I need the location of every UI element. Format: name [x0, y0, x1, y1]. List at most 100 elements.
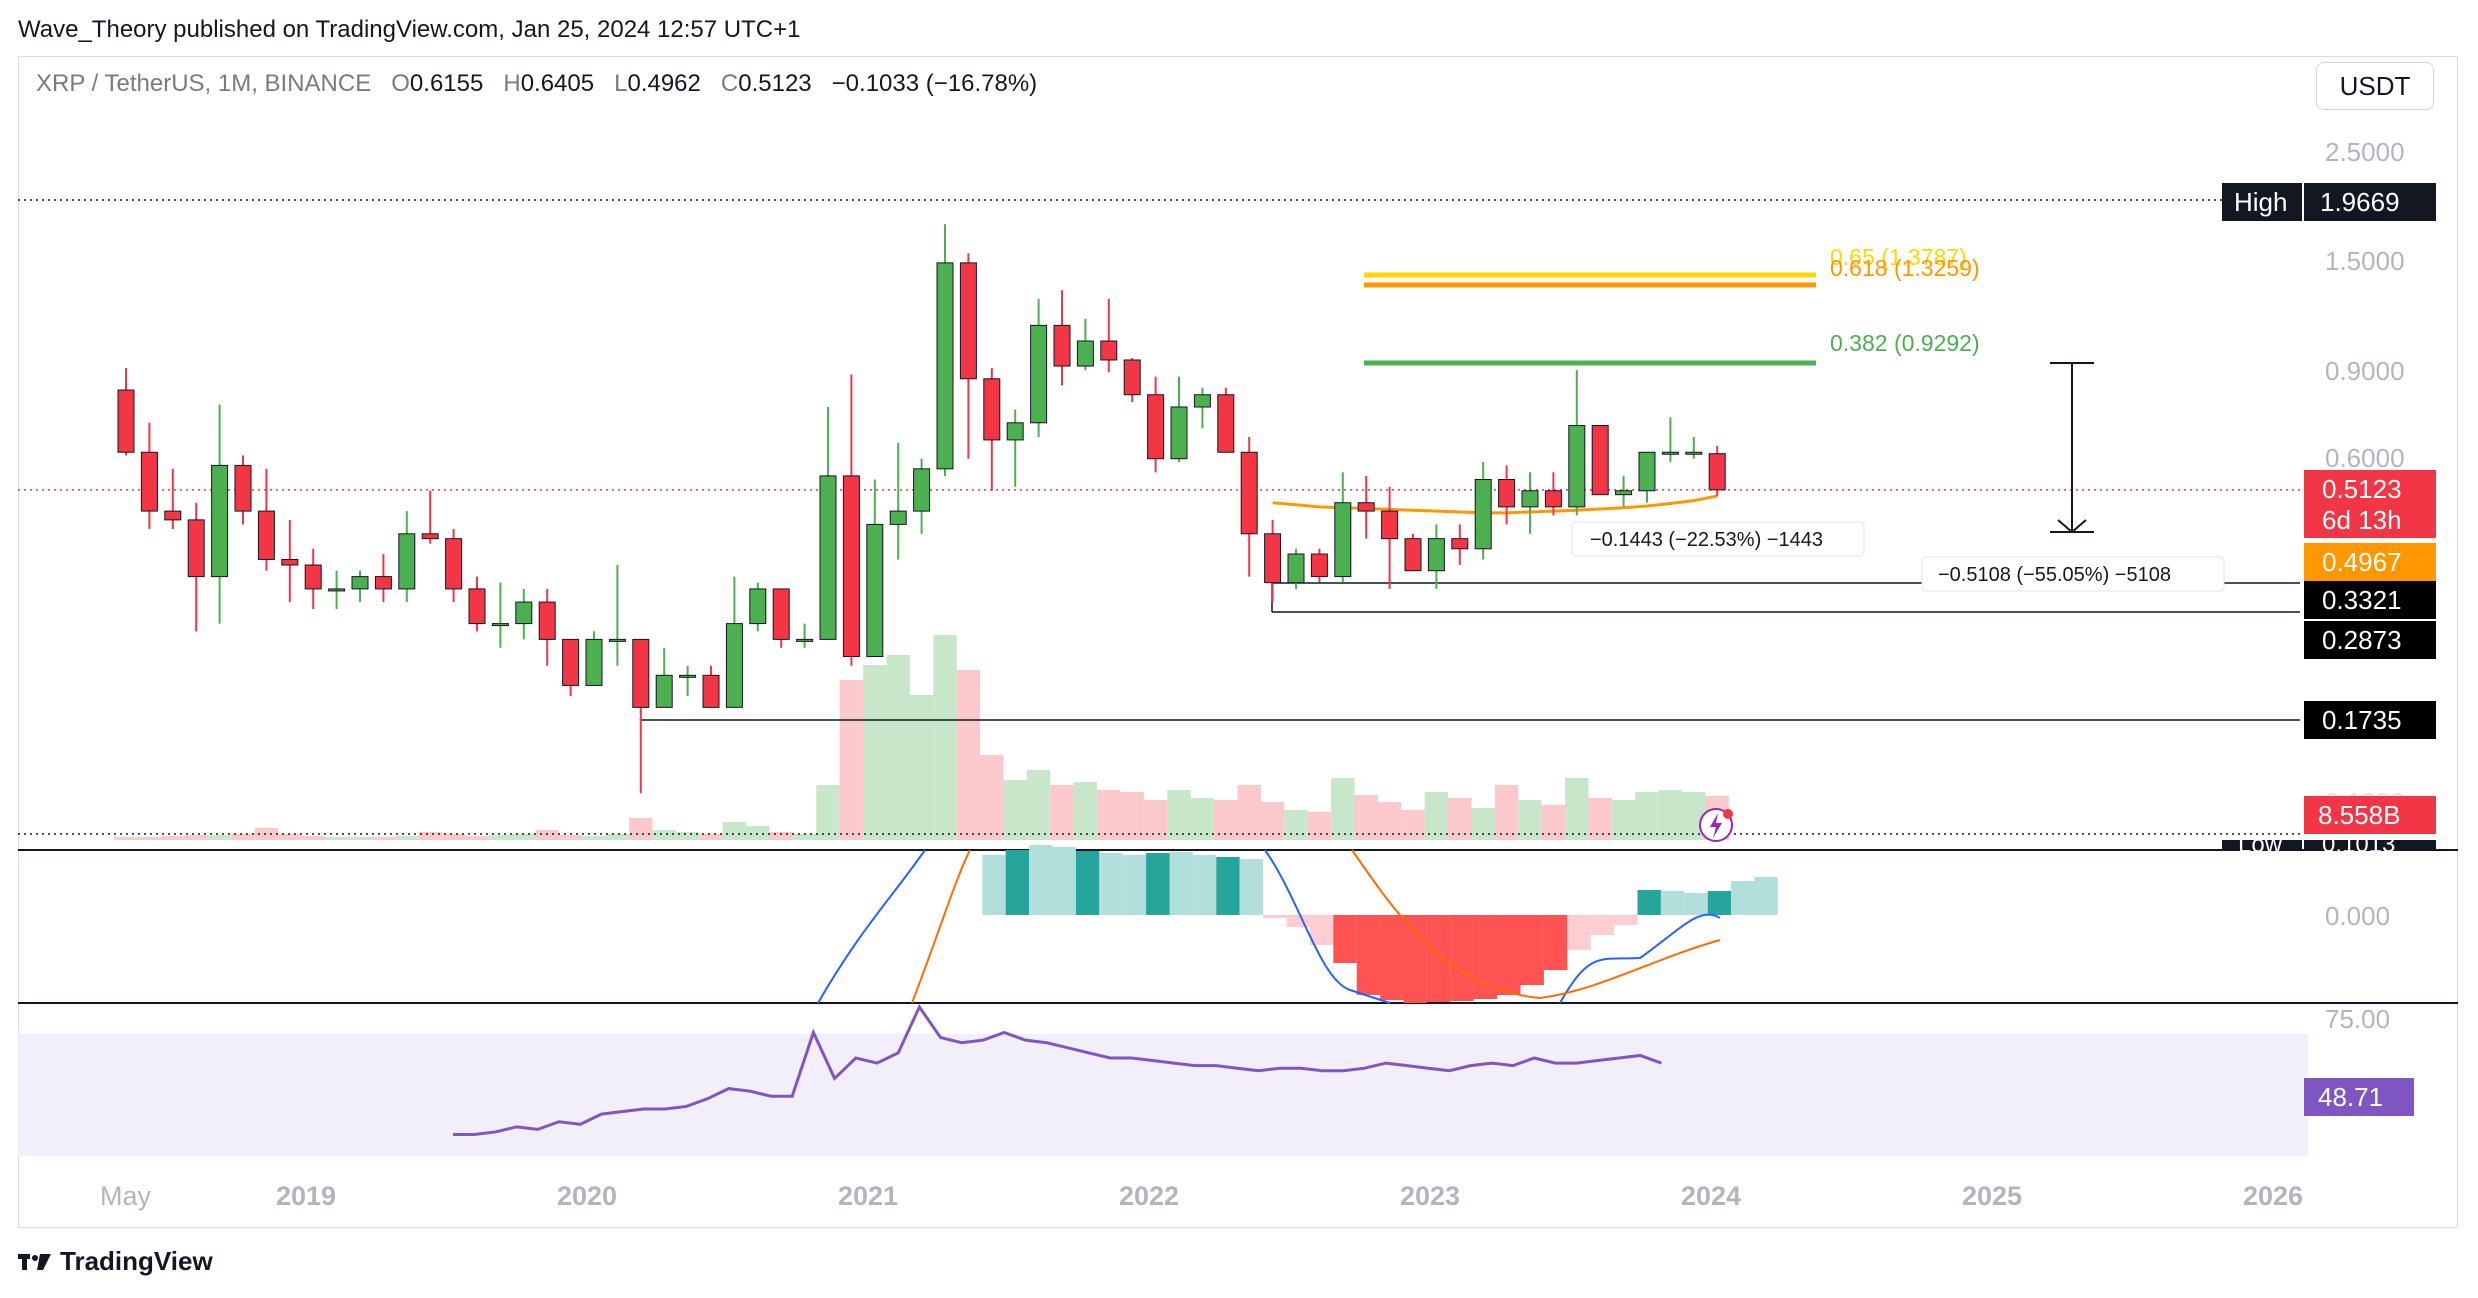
- macd-bar: [1707, 891, 1732, 915]
- price-tick-0.9: 0.9000: [2325, 356, 2405, 386]
- open-value: 0.6155: [409, 70, 484, 97]
- candle-2018-11[interactable]: [257, 468, 275, 571]
- candle-2023-02[interactable]: [1451, 524, 1469, 565]
- volume-bar: [371, 837, 396, 840]
- candle-2019-03[interactable]: [351, 570, 369, 603]
- candle-2021-07[interactable]: [1006, 409, 1024, 487]
- measure-box-large[interactable]: [1921, 556, 2225, 592]
- candle-2023-04[interactable]: [1498, 465, 1516, 525]
- candle-2021-03[interactable]: [913, 458, 931, 534]
- candle-2020-04[interactable]: [655, 647, 673, 708]
- candle-2018-07[interactable]: [164, 468, 182, 530]
- candle-2020-03[interactable]: [632, 638, 650, 794]
- candle-2022-09[interactable]: [1334, 472, 1352, 583]
- candle-2021-08[interactable]: [1030, 298, 1048, 437]
- candle-2020-06[interactable]: [702, 665, 720, 708]
- candle-2023-08[interactable]: [1591, 425, 1609, 496]
- candle-2023-09[interactable]: [1615, 475, 1633, 507]
- candle-2022-12[interactable]: [1404, 533, 1422, 572]
- candle-2021-10[interactable]: [1076, 318, 1094, 371]
- candle-2022-05[interactable]: [1240, 436, 1258, 577]
- measure-box-small[interactable]: [1571, 521, 1865, 557]
- last-price-tag: [2304, 470, 2436, 538]
- candle-2019-11[interactable]: [538, 588, 556, 666]
- candle-2019-08[interactable]: [468, 576, 486, 632]
- candle-2021-02[interactable]: [889, 442, 907, 560]
- tradingview-logo[interactable]: TradingView: [18, 1246, 213, 1277]
- candle-2018-12[interactable]: [281, 519, 299, 603]
- candle-2020-10[interactable]: [796, 623, 814, 648]
- candle-2023-12[interactable]: [1685, 436, 1703, 459]
- volume-bar: [652, 830, 676, 840]
- candle-2020-08[interactable]: [749, 582, 767, 632]
- candle-2024-01[interactable]: [1708, 445, 1726, 497]
- candle-2023-05[interactable]: [1521, 472, 1539, 534]
- candle-2021-06[interactable]: [983, 368, 1001, 491]
- candle-body: [1708, 453, 1726, 491]
- candle-2019-01[interactable]: [304, 548, 322, 609]
- candle-body: [1685, 451, 1703, 455]
- candle-2023-06[interactable]: [1544, 472, 1562, 516]
- candle-2019-12[interactable]: [562, 638, 580, 697]
- candle-2018-05[interactable]: [117, 368, 135, 456]
- candle-2022-07[interactable]: [1287, 548, 1305, 589]
- candle-2020-05[interactable]: [679, 665, 697, 697]
- candle-2023-10[interactable]: [1638, 451, 1656, 503]
- time-label-2023: 2023: [1400, 1181, 1460, 1211]
- candle-2019-06[interactable]: [421, 490, 439, 544]
- candle-2021-12[interactable]: [1123, 358, 1141, 402]
- low-value: 0.4962: [627, 70, 701, 97]
- candle-2019-04[interactable]: [374, 554, 392, 603]
- candle-2019-07[interactable]: [445, 529, 463, 603]
- candle-2022-03[interactable]: [1193, 387, 1211, 429]
- candle-body: [1661, 451, 1679, 455]
- volume-bar: [1120, 792, 1144, 840]
- candle-2018-08[interactable]: [187, 502, 205, 632]
- currency-button[interactable]: USDT: [2316, 62, 2434, 110]
- candle-2022-01[interactable]: [1147, 376, 1165, 473]
- candle-2021-11[interactable]: [1100, 298, 1118, 373]
- macd-bar: [1169, 852, 1193, 915]
- candle-2019-02[interactable]: [328, 570, 346, 609]
- candle-2021-09[interactable]: [1053, 290, 1071, 386]
- volume-bar: [1307, 812, 1332, 840]
- candle-2018-10[interactable]: [234, 455, 252, 525]
- candle-2019-10[interactable]: [515, 588, 533, 640]
- candle-2019-05[interactable]: [398, 511, 416, 603]
- macd-bar: [1450, 915, 1474, 1001]
- candle-2022-02[interactable]: [1170, 376, 1188, 463]
- candle-2022-11[interactable]: [1381, 486, 1399, 589]
- macd-bar: [1590, 915, 1615, 935]
- candle-2021-04[interactable]: [936, 224, 954, 476]
- candle-body: [1006, 422, 1024, 441]
- candle-2021-05[interactable]: [959, 253, 977, 459]
- candle-2020-07[interactable]: [725, 576, 743, 708]
- candle-2020-02[interactable]: [608, 564, 626, 666]
- candlesticks[interactable]: [117, 224, 1726, 794]
- candle-body: [1568, 425, 1586, 508]
- candle-2022-10[interactable]: [1357, 475, 1375, 539]
- candle-2018-06[interactable]: [140, 422, 158, 530]
- candle-2023-11[interactable]: [1661, 417, 1679, 463]
- candle-2023-01[interactable]: [1427, 524, 1445, 589]
- candle-2020-12[interactable]: [842, 374, 860, 666]
- candle-2020-11[interactable]: [819, 406, 837, 640]
- candle-2019-09[interactable]: [491, 582, 509, 648]
- candle-2020-01[interactable]: [585, 631, 603, 686]
- candle-2023-03[interactable]: [1474, 462, 1492, 560]
- candle-2021-01[interactable]: [866, 479, 884, 658]
- candle-2023-07[interactable]: [1568, 370, 1586, 516]
- symbol-label[interactable]: XRP / TetherUS, 1M, BINANCE: [36, 70, 372, 97]
- candle-2022-08[interactable]: [1310, 548, 1328, 583]
- candle-2022-06[interactable]: [1264, 519, 1282, 603]
- volume-bar: [441, 834, 466, 840]
- candle-body: [983, 378, 1001, 441]
- volume-bar: [629, 818, 653, 840]
- candle-2018-09[interactable]: [211, 404, 229, 624]
- candle-2020-09[interactable]: [772, 588, 790, 648]
- candle-2022-04[interactable]: [1217, 387, 1235, 453]
- volume-bar: [1635, 792, 1659, 840]
- macd-bar: [1192, 855, 1217, 915]
- tradingview-icon: [18, 1253, 51, 1270]
